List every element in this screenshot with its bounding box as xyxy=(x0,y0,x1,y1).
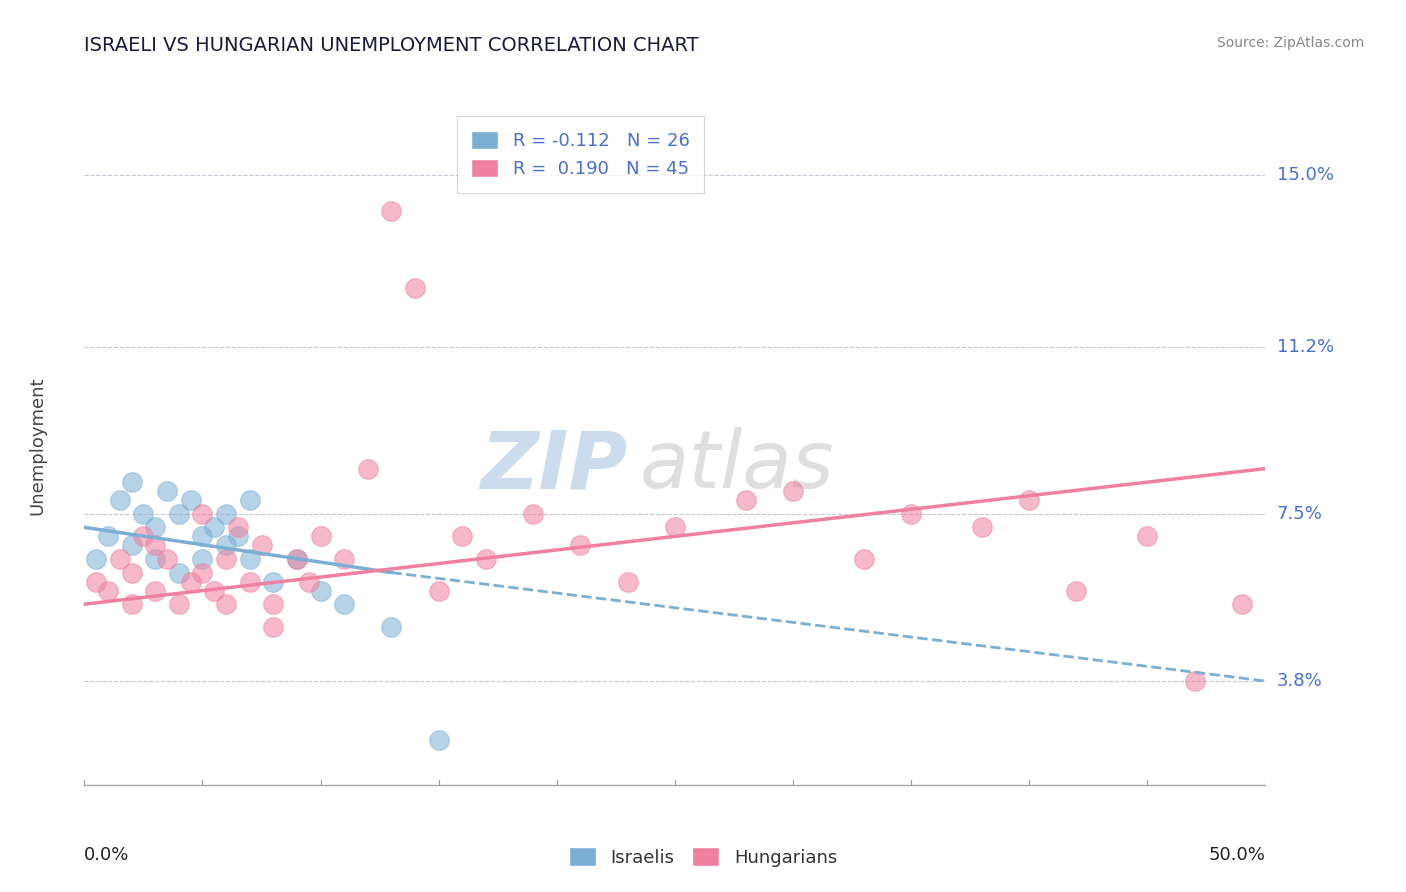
Point xyxy=(380,204,402,219)
Point xyxy=(970,520,993,534)
Text: 7.5%: 7.5% xyxy=(1277,505,1323,523)
Point xyxy=(1018,493,1040,508)
Point xyxy=(1184,673,1206,688)
Point xyxy=(156,552,179,566)
Point xyxy=(167,597,190,611)
Point xyxy=(569,538,592,552)
Point xyxy=(475,552,498,566)
Point xyxy=(298,574,321,589)
Point xyxy=(143,583,166,598)
Point xyxy=(522,507,544,521)
Point xyxy=(380,620,402,634)
Point xyxy=(262,620,284,634)
Point xyxy=(167,566,190,580)
Point xyxy=(451,529,474,543)
Point xyxy=(191,566,214,580)
Text: 15.0%: 15.0% xyxy=(1277,166,1333,184)
Point xyxy=(202,583,225,598)
Point xyxy=(121,475,143,490)
Point xyxy=(250,538,273,552)
Point xyxy=(309,529,332,543)
Point xyxy=(239,552,262,566)
Point xyxy=(1066,583,1088,598)
Point xyxy=(215,538,238,552)
Text: Source: ZipAtlas.com: Source: ZipAtlas.com xyxy=(1216,36,1364,50)
Text: 0.0%: 0.0% xyxy=(84,846,129,864)
Point xyxy=(215,597,238,611)
Text: 11.2%: 11.2% xyxy=(1277,337,1334,356)
Legend: Israelis, Hungarians: Israelis, Hungarians xyxy=(561,840,845,874)
Point xyxy=(121,538,143,552)
Point xyxy=(309,583,332,598)
Point xyxy=(285,552,308,566)
Point xyxy=(664,520,686,534)
Point xyxy=(180,493,202,508)
Point xyxy=(132,529,155,543)
Point xyxy=(333,597,356,611)
Point xyxy=(734,493,756,508)
Point xyxy=(97,529,120,543)
Point xyxy=(357,461,380,475)
Point xyxy=(108,552,131,566)
Point xyxy=(900,507,922,521)
Point xyxy=(215,507,238,521)
Point xyxy=(143,520,166,534)
Point xyxy=(167,507,190,521)
Text: 50.0%: 50.0% xyxy=(1209,846,1265,864)
Point xyxy=(285,552,308,566)
Point xyxy=(782,484,804,499)
Point xyxy=(262,597,284,611)
Text: atlas: atlas xyxy=(640,427,834,506)
Point xyxy=(262,574,284,589)
Point xyxy=(239,574,262,589)
Text: Unemployment: Unemployment xyxy=(28,376,46,516)
Point xyxy=(132,507,155,521)
Point xyxy=(143,552,166,566)
Point xyxy=(1230,597,1253,611)
Point xyxy=(616,574,638,589)
Point xyxy=(191,529,214,543)
Point xyxy=(427,732,450,747)
Point xyxy=(215,552,238,566)
Text: ZIP: ZIP xyxy=(481,427,627,506)
Point xyxy=(84,574,107,589)
Point xyxy=(108,493,131,508)
Point xyxy=(427,583,450,598)
Point xyxy=(404,281,426,295)
Text: ISRAELI VS HUNGARIAN UNEMPLOYMENT CORRELATION CHART: ISRAELI VS HUNGARIAN UNEMPLOYMENT CORREL… xyxy=(84,36,699,54)
Point xyxy=(226,529,249,543)
Point xyxy=(180,574,202,589)
Point xyxy=(852,552,875,566)
Point xyxy=(333,552,356,566)
Point xyxy=(202,520,225,534)
Point xyxy=(1136,529,1159,543)
Point xyxy=(97,583,120,598)
Text: 3.8%: 3.8% xyxy=(1277,672,1322,690)
Legend: R = -0.112   N = 26, R =  0.190   N = 45: R = -0.112 N = 26, R = 0.190 N = 45 xyxy=(457,116,704,193)
Point xyxy=(143,538,166,552)
Point xyxy=(239,493,262,508)
Point xyxy=(156,484,179,499)
Point xyxy=(121,597,143,611)
Point xyxy=(191,507,214,521)
Point xyxy=(121,566,143,580)
Point xyxy=(84,552,107,566)
Point xyxy=(226,520,249,534)
Point xyxy=(191,552,214,566)
